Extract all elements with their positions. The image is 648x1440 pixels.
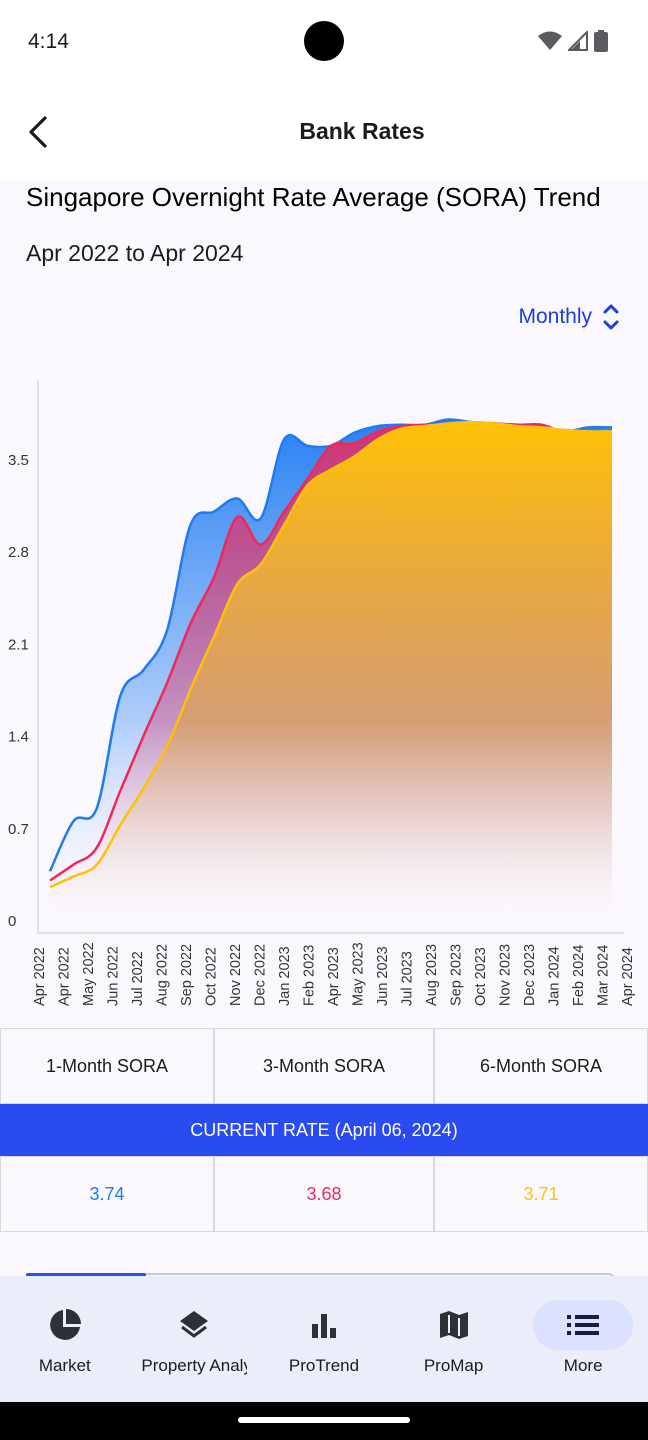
nav-item-more[interactable]: More [518,1276,648,1402]
status-bar: 4:14 [0,0,648,84]
value-6-month: 3.71 [434,1156,648,1232]
x-tick-label: May 2022 [81,942,97,1006]
y-tick-label: 2.8 [8,544,29,561]
x-tick-label: Dec 2023 [522,944,538,1006]
series-area-3 [50,422,612,920]
table-header-row: 1-Month SORA 3-Month SORA 6-Month SORA [0,1028,648,1104]
header-3-month[interactable]: 3-Month SORA [214,1028,434,1104]
x-tick-label: Mar 2024 [596,945,612,1006]
x-tick-label: Aug 2022 [155,944,171,1006]
nav-label: More [563,1356,603,1375]
x-tick-label: Jan 2023 [277,946,293,1006]
x-tick-label: Apr 2022 [57,947,73,1006]
bar-chart-icon [311,1314,336,1338]
status-time: 4:14 [28,30,69,53]
x-tick-label: Aug 2023 [424,944,440,1006]
nav-label: Market [38,1356,91,1375]
nav-item-promap[interactable]: ProMap [389,1276,519,1402]
unfold-icon [603,304,619,330]
x-tick-label: Oct 2023 [473,947,489,1006]
back-button[interactable] [18,108,58,156]
x-tick-label: Apr 2023 [326,947,342,1006]
page-title: Bank Rates [299,118,425,144]
wifi-icon [538,31,562,50]
table-value-row: 3.74 3.68 3.71 [0,1156,648,1232]
x-tick-label: Jun 2023 [375,946,391,1006]
y-tick-label: 1.4 [8,729,29,746]
content-area: Singapore Overnight Rate Average (SORA) … [0,180,648,1276]
nav-item-market[interactable]: Market [0,1276,130,1402]
x-tick-label: Nov 2022 [228,944,244,1006]
list-icon [567,1315,600,1335]
layers-icon [180,1311,209,1338]
partial-tab-strip[interactable] [26,1273,616,1276]
status-icons [538,30,608,52]
x-tick-label: Sep 2022 [179,944,195,1006]
y-tick-label: 0.7 [8,821,29,838]
y-tick-label: 3.5 [8,452,29,469]
home-gesture-pill[interactable] [238,1417,410,1423]
x-tick-label: Jul 2022 [130,951,146,1006]
period-selector-label: Monthly [518,305,592,328]
header-1-month[interactable]: 1-Month SORA [0,1028,214,1104]
nav-item-property-analysis[interactable]: Property Analysis [130,1276,260,1402]
x-tick-label: Jul 2023 [400,951,416,1006]
header-6-month[interactable]: 6-Month SORA [434,1028,648,1104]
nav-label: ProMap [423,1356,484,1375]
x-tick-label: Nov 2023 [498,944,514,1006]
camera-cutout [304,21,344,61]
y-tick-label: 0 [8,913,16,930]
x-tick-label: May 2023 [351,942,367,1006]
x-tick-label: Oct 2022 [204,947,220,1006]
signal-icon [568,31,588,51]
bottom-navigation: Market Property Analysis ProTrend ProMap… [0,1276,648,1402]
back-arrow-icon [29,116,47,148]
nav-item-protrend[interactable]: ProTrend [259,1276,389,1402]
map-icon [439,1311,468,1339]
x-tick-label: Apr 2024 [620,947,636,1006]
x-tick-label: Dec 2022 [253,944,269,1006]
chart-title: Singapore Overnight Rate Average (SORA) … [26,182,601,212]
nav-label: ProTrend [288,1356,360,1375]
x-tick-label: Jun 2022 [106,946,122,1006]
sora-chart: 0 0.7 1.4 2.1 2.8 3.5 Apr 2022 Apr 2022 May 2022… [0,370,648,1020]
nav-label: Property Analysis [141,1356,247,1375]
partial-tab-indicator [26,1273,146,1276]
x-tick-label: Apr 2022 [32,947,48,1006]
battery-icon [594,30,608,52]
period-selector[interactable]: Monthly [518,302,620,332]
y-tick-label: 2.1 [8,636,29,653]
pie-chart-icon [49,1309,81,1340]
x-tick-label: Feb 2024 [571,945,587,1006]
series-line-3 [49,420,613,889]
gesture-bar [0,1402,648,1440]
value-3-month: 3.68 [214,1156,434,1232]
x-tick-label: Feb 2023 [302,945,318,1006]
app-bar: Bank Rates [0,84,648,180]
sora-chart-svg: 0 0.7 1.4 2.1 2.8 3.5 Apr 2022 Apr 2022 May 2022… [8,380,636,1006]
value-1-month: 3.74 [0,1156,214,1232]
x-tick-label: Jan 2024 [547,946,563,1006]
x-tick-label: Sep 2023 [449,944,465,1006]
series-line-2 [49,420,613,882]
current-rate-bar: CURRENT RATE (April 06, 2024) [0,1104,648,1156]
chart-subtitle: Apr 2022 to Apr 2024 [26,240,244,266]
sora-table: 1-Month SORA 3-Month SORA 6-Month SORA C… [0,1028,648,1232]
